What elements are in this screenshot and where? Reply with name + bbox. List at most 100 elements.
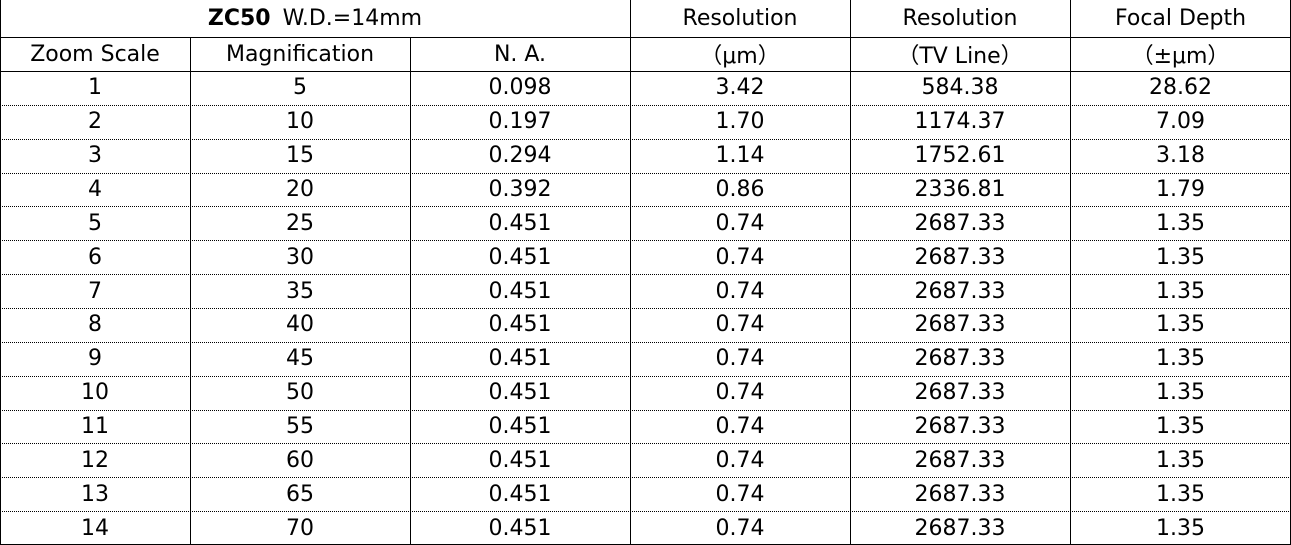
row-divider [0, 104, 1291, 106]
model: ZC50 [207, 6, 271, 31]
column-divider [1070, 0, 1071, 545]
table-cell: 25 [286, 210, 314, 236]
table-cell: 0.74 [715, 346, 765, 372]
table-cell: 2687.33 [914, 210, 1006, 236]
table-cell: 0.451 [488, 346, 552, 372]
table-cell: 7 [88, 278, 102, 304]
table-cell: 1.79 [1156, 176, 1205, 202]
table-cell: 70 [286, 515, 314, 541]
table-cell: 0.74 [715, 515, 765, 541]
table-cell: 0.451 [488, 413, 552, 439]
column-divider [410, 37, 411, 545]
table-cell: 2687.33 [914, 244, 1006, 270]
table-cell: 1 [88, 75, 102, 101]
table-cell: 0.197 [488, 109, 552, 135]
header-cell: Magnification [225, 41, 375, 67]
table-cell: 14 [81, 515, 109, 541]
column-divider [850, 0, 851, 545]
table-cell: 2687.33 [914, 413, 1006, 439]
table-cell: 0.451 [488, 312, 552, 338]
table-cell: 1.14 [715, 143, 765, 169]
row-divider [0, 511, 1291, 513]
row-divider [0, 375, 1291, 377]
table-cell: 0.74 [715, 413, 765, 439]
working-distance: W.D.=14mm [282, 6, 423, 31]
table-cell: 6 [88, 244, 102, 270]
header-cell: Resolution [902, 6, 1018, 31]
table-cell: 1.35 [1156, 244, 1205, 270]
table-cell: 0.86 [715, 176, 765, 202]
table-cell: 2687.33 [914, 481, 1006, 507]
table-cell: 1.35 [1156, 346, 1205, 372]
table-cell: 9 [88, 346, 102, 372]
table-cell: 3 [88, 143, 102, 169]
table-cell: 4 [88, 176, 102, 202]
table-cell: 0.74 [715, 481, 765, 507]
table-cell: 1.35 [1156, 380, 1205, 406]
row-divider [0, 308, 1291, 309]
table-cell: 0.451 [488, 210, 552, 236]
row-divider [0, 477, 1291, 479]
table-cell: 1752.61 [914, 143, 1006, 169]
table-cell: 7.09 [1156, 109, 1205, 135]
border [0, 0, 1, 545]
row-divider [0, 274, 1291, 276]
table-cell: 2687.33 [914, 312, 1006, 338]
table-cell: 0.74 [715, 210, 765, 236]
table-cell: 30 [286, 244, 314, 270]
table-cell: 2336.81 [914, 176, 1006, 202]
table-cell: 5 [88, 210, 102, 236]
table-cell: 45 [286, 346, 314, 372]
header-cell: Zoom Scale [30, 41, 160, 67]
table-cell: 2687.33 [914, 515, 1006, 541]
table-cell: 15 [286, 143, 314, 169]
table-cell: 3.42 [715, 75, 765, 101]
table-cell: 0.294 [488, 143, 552, 169]
row-divider [0, 409, 1291, 411]
table-cell: 13 [81, 481, 109, 507]
table-cell: 0.74 [715, 447, 765, 473]
table-cell: 1.35 [1156, 447, 1205, 473]
table-cell: 8 [88, 312, 102, 338]
header-cell: （TV Line） [897, 44, 1023, 69]
row-divider [0, 341, 1291, 343]
table-cell: 0.451 [488, 380, 552, 406]
table-cell: 55 [286, 413, 314, 439]
table-cell: 1.35 [1156, 312, 1205, 338]
table-cell: 0.098 [488, 75, 552, 101]
table-cell: 40 [286, 312, 314, 338]
column-divider [630, 0, 631, 545]
table-cell: 1.70 [715, 109, 765, 135]
row-divider [0, 206, 1291, 208]
table-cell: 20 [286, 176, 314, 202]
header-cell: （μm） [700, 44, 780, 69]
table-cell: 2687.33 [914, 278, 1006, 304]
row-divider [0, 138, 1291, 140]
table-cell: 0.451 [488, 481, 552, 507]
column-divider [190, 37, 191, 545]
table-cell: 0.74 [715, 244, 765, 270]
row-divider [0, 172, 1291, 174]
table-cell: 584.38 [921, 75, 999, 101]
table-cell: 2 [88, 109, 102, 135]
table-cell: 11 [81, 413, 109, 439]
row-divider [0, 443, 1291, 445]
table-cell: 0.451 [488, 278, 552, 304]
table-cell: 3.18 [1156, 143, 1205, 169]
table-cell: 2687.33 [914, 380, 1006, 406]
table-cell: 0.392 [488, 176, 552, 202]
table-cell: 28.62 [1149, 75, 1212, 101]
table-cell: 1.35 [1156, 278, 1205, 304]
table-cell: 0.451 [488, 447, 552, 473]
header-cell: N. A. [493, 41, 547, 67]
table-cell: 2687.33 [914, 447, 1006, 473]
table-cell: 0.74 [715, 278, 765, 304]
table-cell: 60 [286, 447, 314, 473]
table-cell: 0.74 [715, 380, 765, 406]
table-cell: 2687.33 [914, 346, 1006, 372]
table-cell: 10 [81, 380, 109, 406]
row-divider [0, 240, 1291, 242]
table-cell: 35 [286, 278, 314, 304]
table-cell: 1.35 [1156, 413, 1205, 439]
